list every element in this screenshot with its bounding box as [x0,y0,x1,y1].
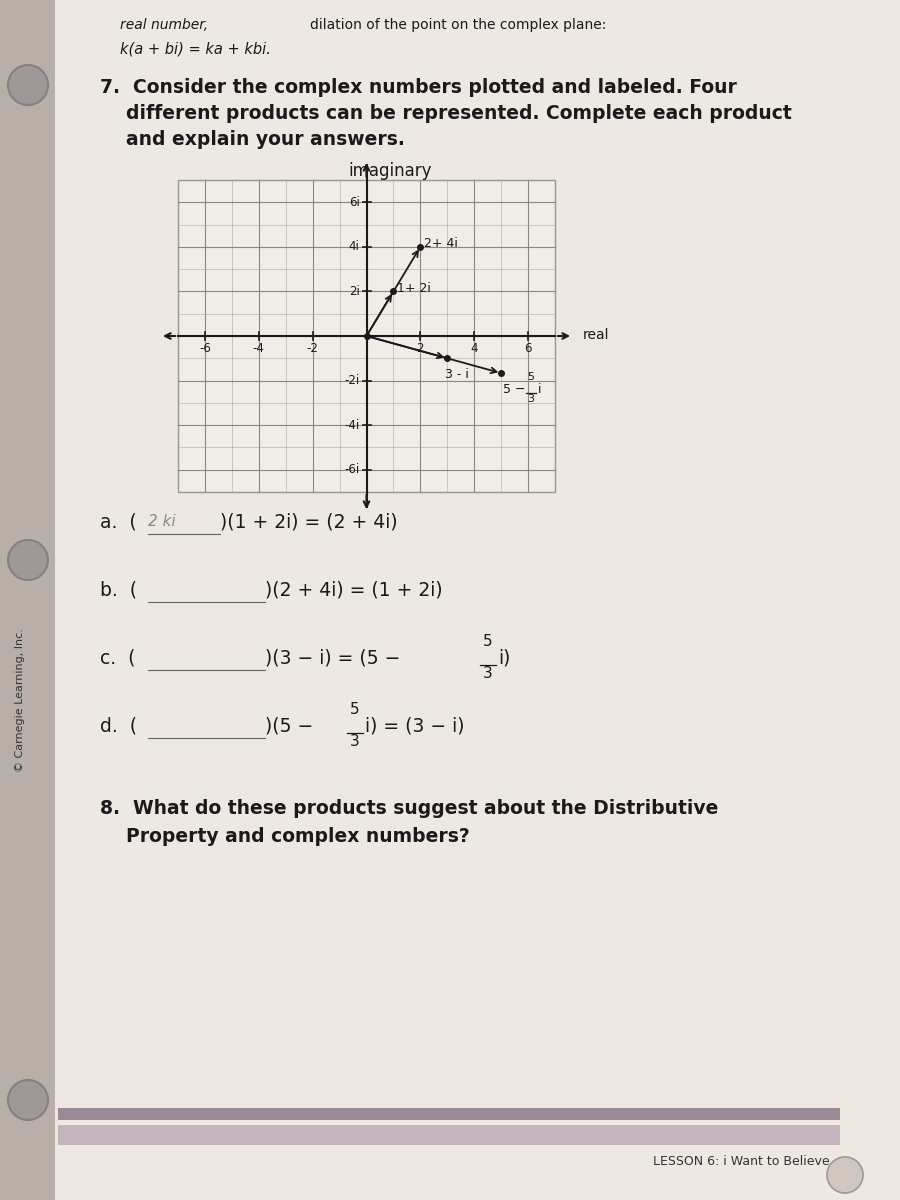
Text: 5: 5 [483,634,493,649]
Text: different products can be represented. Complete each product: different products can be represented. C… [100,104,792,122]
Text: -4i: -4i [344,419,359,432]
Text: a.  (: a. ( [100,512,137,530]
Text: )(5 −: )(5 − [265,716,319,734]
Text: and explain your answers.: and explain your answers. [100,130,405,149]
Text: -4: -4 [253,342,265,355]
Text: b.  (: b. ( [100,580,137,599]
Text: 5: 5 [527,372,535,382]
Bar [0,0,55,1200]
Text: )(2 + 4i) = (1 + 2i): )(2 + 4i) = (1 + 2i) [265,580,443,599]
Text: 2 ki: 2 ki [148,514,176,529]
Text: LESSON 6: i Want to Believe: LESSON 6: i Want to Believe [653,1154,830,1168]
Text: )(3 − i) = (5 −: )(3 − i) = (5 − [265,648,407,667]
Text: 2+ 4i: 2+ 4i [425,238,458,251]
Text: i) = (3 − i): i) = (3 − i) [365,716,464,734]
Text: real number,: real number, [120,18,208,32]
Circle shape [827,1157,863,1193]
Text: 2i: 2i [348,284,359,298]
Text: -2: -2 [307,342,319,355]
Text: -6: -6 [199,342,211,355]
Text: k(a + bi) = ka + kbi.: k(a + bi) = ka + kbi. [120,42,271,56]
Text: )(1 + 2i) = (2 + 4i): )(1 + 2i) = (2 + 4i) [220,512,398,530]
Circle shape [8,1080,48,1120]
Text: 2: 2 [417,342,424,355]
Text: 3 - i: 3 - i [446,368,469,382]
Text: -2i: -2i [344,374,359,388]
Text: 3: 3 [483,666,493,680]
Text: c.  (: c. ( [100,648,136,667]
Text: 7.  Consider the complex numbers plotted and labeled. Four: 7. Consider the complex numbers plotted … [100,78,737,97]
Text: -6i: -6i [344,463,359,476]
Text: 8.  What do these products suggest about the Distributive: 8. What do these products suggest about … [100,799,718,818]
Bar [58,1108,840,1120]
Text: 6i: 6i [348,196,359,209]
Bar [178,180,555,492]
Text: 3: 3 [350,734,360,749]
Text: dilation of the point on the complex plane:: dilation of the point on the complex pla… [310,18,607,32]
Circle shape [8,65,48,104]
Text: 4i: 4i [348,240,359,253]
Text: i): i) [498,648,510,667]
Text: imaginary: imaginary [348,162,432,180]
Text: 3: 3 [527,394,535,404]
Bar [58,1126,840,1145]
Text: d.  (: d. ( [100,716,137,734]
Text: 6: 6 [525,342,532,355]
Text: © Carnegie Learning, Inc.: © Carnegie Learning, Inc. [15,628,25,772]
Text: i: i [538,383,542,396]
Text: 1+ 2i: 1+ 2i [398,282,431,295]
Text: 5 −: 5 − [503,383,529,396]
Text: real: real [583,328,609,342]
Text: Property and complex numbers?: Property and complex numbers? [100,827,470,846]
Circle shape [8,540,48,580]
Text: 4: 4 [471,342,478,355]
Text: 5: 5 [350,702,360,716]
